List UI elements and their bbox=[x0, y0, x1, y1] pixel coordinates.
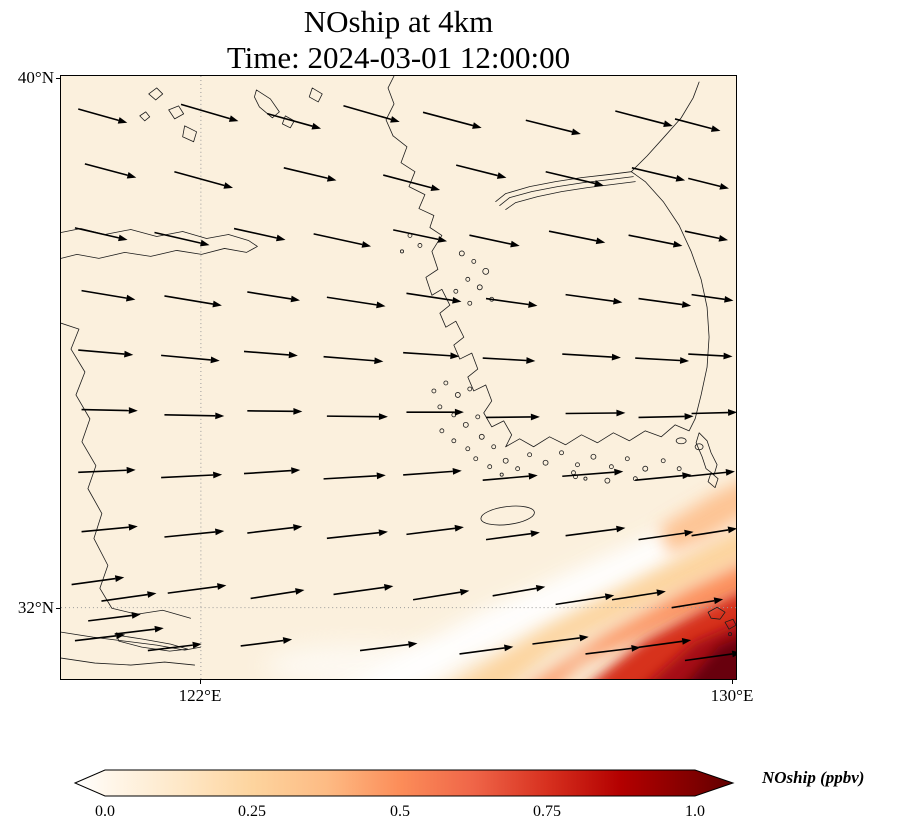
xtick-mark-130e bbox=[732, 680, 733, 684]
colorbar-tick-1: 1.0 bbox=[685, 803, 705, 820]
island-tsushima bbox=[695, 432, 719, 489]
xtick-label-122e: 122°E bbox=[178, 686, 222, 705]
colorbar-tick-05: 0.5 bbox=[390, 803, 410, 820]
xtick-mark-122e bbox=[200, 680, 201, 684]
heat-white-band bbox=[356, 495, 736, 679]
coast-korea-south bbox=[505, 418, 696, 448]
islands-bottom-right bbox=[707, 606, 736, 630]
colorbar bbox=[73, 769, 735, 797]
coast-chongming-island bbox=[116, 634, 189, 652]
colorbar-tick-025: 0.25 bbox=[238, 803, 266, 820]
gridlines bbox=[61, 76, 736, 679]
coast-border-river-2 bbox=[499, 176, 634, 206]
heat-cream-band bbox=[465, 532, 736, 679]
island-jeju bbox=[480, 505, 535, 526]
coastlines bbox=[61, 76, 736, 666]
colorbar-label: NOship (ppbv) bbox=[762, 768, 865, 787]
plot-title: NOship at 4km bbox=[303, 4, 494, 39]
islands-southwest-archipelago bbox=[431, 380, 521, 477]
coast-jiangsu bbox=[61, 322, 192, 619]
coast-korea-west bbox=[392, 135, 513, 448]
wind-vector-arrows bbox=[71, 103, 736, 662]
coast-yangtze-north bbox=[61, 631, 201, 651]
colorbar-tick-075: 0.75 bbox=[533, 803, 561, 820]
coast-border-river-3 bbox=[505, 181, 636, 210]
ytick-label-40n: 40°N bbox=[17, 68, 54, 87]
plot-subtitle: Time: 2024-03-01 12:00:00 bbox=[226, 40, 571, 75]
heat-strait-patch bbox=[659, 483, 736, 555]
coast-bohai-islands bbox=[139, 87, 323, 143]
coast-shandong bbox=[61, 228, 258, 259]
colorbar-bar bbox=[73, 769, 735, 797]
heat-orange-band bbox=[541, 567, 736, 679]
ytick-mark-32n bbox=[56, 608, 60, 609]
map-canvas bbox=[61, 76, 736, 679]
map-plot-area bbox=[60, 75, 737, 680]
coast-northeast bbox=[630, 81, 700, 173]
coast-korea-north bbox=[385, 76, 395, 137]
island-dot bbox=[728, 632, 733, 637]
coast-korea-east bbox=[630, 171, 710, 420]
ytick-mark-40n bbox=[56, 78, 60, 79]
ytick-label-32n: 32°N bbox=[17, 598, 54, 617]
coast-border-river-1 bbox=[495, 171, 632, 202]
coast-yangtze-south bbox=[61, 657, 196, 666]
xtick-label-130e: 130°E bbox=[710, 686, 754, 705]
heat-wash bbox=[405, 493, 736, 679]
colorbar-tick-0: 0.0 bbox=[95, 803, 115, 820]
heat-darkest-core bbox=[690, 639, 736, 679]
